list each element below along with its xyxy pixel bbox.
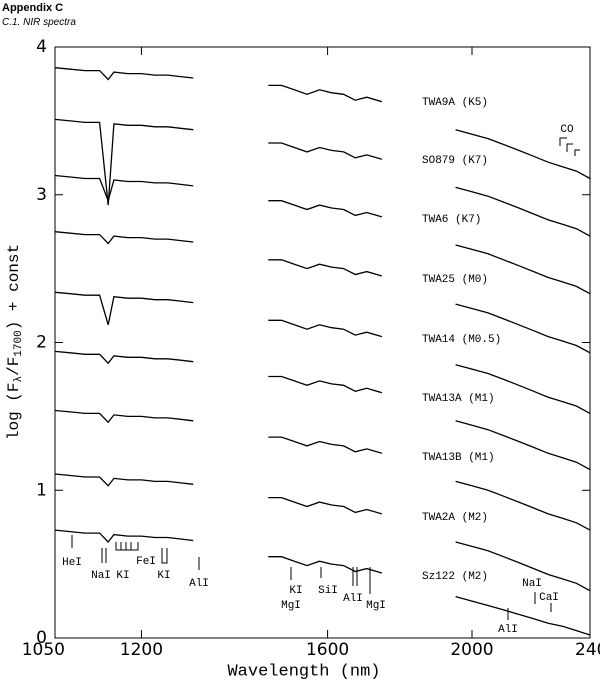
y-tick-label: 0 [36,628,47,648]
header-subtitle: C.1. NIR spectra [2,17,76,28]
y-tick-label: 4 [36,37,47,57]
y-label-part: log (F [5,383,23,441]
spectrum-line [54,350,591,471]
line-annotation: NaI [522,578,542,590]
line-annotation: MgI [281,600,301,612]
x-tick-label: 1050 [22,640,65,660]
spectrum-line [54,473,591,592]
marker [161,548,168,564]
series-label: SO879 (K7) [422,155,488,167]
marker [574,149,580,156]
marker [115,542,139,551]
line-annotation: NaI [91,570,111,582]
x-tick-label: 2000 [450,640,493,660]
line-annotation: CaI [539,592,559,604]
line-annotation: MgI [366,600,386,612]
series-label: TWA13A (M1) [422,393,495,405]
spectrum-line [54,409,591,531]
series-label: TWA13B (M1) [422,452,495,464]
line-annotation: SiI [318,585,338,597]
header: Appendix C C.1. NIR spectra [2,0,76,28]
x-tick-label: 1600 [306,640,349,660]
y-label-part: ) + const [5,244,23,330]
plot-frame [54,46,591,639]
y-tick-label: 3 [36,185,47,205]
marker [566,143,573,152]
line-annotation: CO [560,124,574,136]
spectrum-line [54,291,591,414]
series-label: TWA6 (K7) [422,214,481,226]
x-tick-label: 1200 [120,640,163,660]
series-label: TWA9A (K5) [422,97,488,109]
line-annotation: HeI [62,557,82,569]
spectrum-line [54,231,591,354]
line-annotation: AlI [498,624,518,636]
spectrum-line [54,174,591,295]
x-tick-label: 240 [575,640,600,660]
line-annotation: KI [116,570,129,582]
series-label: TWA14 (M0.5) [422,334,501,346]
y-label-subscript: 1700 [13,330,25,356]
header-title: Appendix C [2,2,64,14]
y-tick-label: 2 [36,333,47,353]
spectrum-line [54,67,591,180]
x-axis-label: Wavelength (nm) [227,662,380,681]
series-label: Sz122 (M2) [422,571,488,583]
y-label-subscript: λ [13,376,25,383]
spectrum-line [54,529,591,636]
y-tick-label: 1 [36,480,47,500]
series-label: TWA25 (M0) [422,274,488,286]
y-axis-label: log (Fλ/F1700) + const [5,244,25,440]
series-label: TWA2A (M2) [422,512,488,524]
line-annotation: KI [157,570,170,582]
marker [559,137,567,146]
line-markers [71,137,580,620]
y-label-part: /F [5,357,23,376]
line-annotation: FeI [136,556,156,568]
spectrum-line [54,118,591,237]
line-annotation: KI [289,585,302,597]
line-annotation: AlI [189,578,209,590]
line-annotation: AlI [343,593,363,605]
